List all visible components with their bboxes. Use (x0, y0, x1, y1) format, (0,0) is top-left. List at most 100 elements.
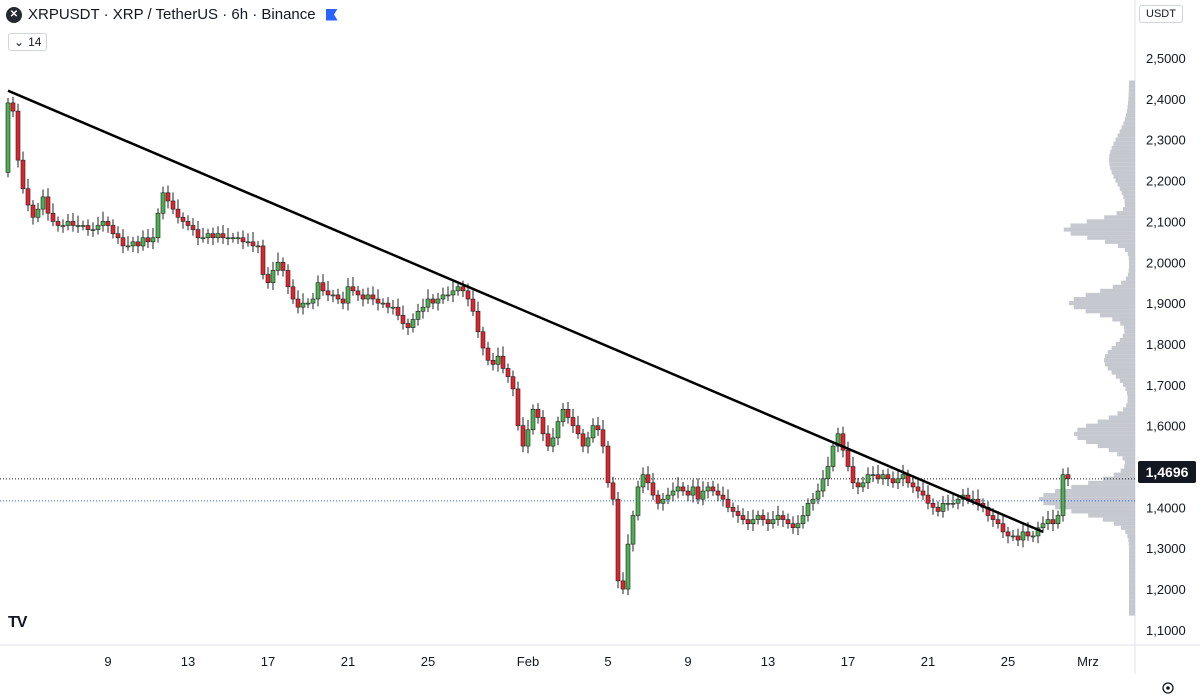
candle (805, 498, 811, 522)
volume-profile-bar (1100, 313, 1135, 318)
candle-body (740, 515, 746, 520)
candle-body (555, 421, 561, 439)
flag-icon[interactable] (325, 8, 338, 21)
candle-body (460, 286, 466, 292)
candle-body (475, 310, 481, 332)
x-tick-label: 25 (1001, 654, 1015, 669)
volume-profile-bar (1128, 100, 1135, 105)
volume-profile-bar (1088, 513, 1135, 518)
candle (340, 291, 346, 310)
candle-body (375, 298, 381, 304)
candle-body (470, 298, 476, 312)
volume-profile-bar (1127, 533, 1135, 539)
candle-body (5, 102, 11, 173)
volume-profile-bar (1039, 497, 1135, 502)
candle (715, 483, 721, 502)
candle (765, 512, 771, 532)
candle-body (10, 102, 16, 112)
candle-body (685, 490, 691, 496)
volume-profile-bar (1107, 366, 1135, 371)
candle-body (675, 486, 681, 492)
candle (45, 188, 51, 221)
volume-profile-bar (1102, 476, 1135, 481)
y-tick-label: 1,7000 (1146, 378, 1186, 393)
candle-body (565, 409, 571, 418)
last-price-label: 1,4696 (1138, 461, 1196, 483)
candle (425, 289, 431, 313)
candle (745, 511, 751, 530)
candle-body (695, 486, 701, 500)
candle (55, 216, 61, 232)
candle-body (750, 519, 756, 524)
volume-profile-bar (1111, 345, 1135, 351)
candle (975, 489, 981, 511)
candle (760, 509, 766, 526)
candle (1005, 526, 1011, 544)
candle-body (400, 315, 406, 324)
candle-body (310, 298, 316, 304)
candle-body (550, 437, 556, 447)
candle (130, 236, 136, 253)
volume-profile-bar (1088, 480, 1135, 485)
candle-body (90, 229, 96, 231)
volume-profile-bar (1097, 444, 1135, 449)
candle-body (380, 302, 386, 305)
time-axis-labels: 9 13 17 21 25 Feb 5 9 13 17 21 25 Mrz (104, 654, 1098, 669)
volume-profile-bar (1129, 574, 1135, 579)
volume-profile-bar (1125, 529, 1135, 534)
candle (700, 481, 706, 506)
gear-hub (1166, 686, 1170, 690)
volume-profile-bar (1110, 149, 1135, 155)
candle (885, 468, 891, 487)
candle (655, 490, 661, 510)
volume-profile-bar (1129, 603, 1135, 608)
settings-gear-icon[interactable] (1161, 681, 1175, 695)
y-tick-label: 1,6000 (1146, 419, 1186, 434)
candle-body (990, 515, 996, 520)
candle (1035, 521, 1041, 544)
volume-profile-bar (1109, 153, 1135, 159)
candle (900, 464, 906, 487)
candle (865, 467, 871, 489)
x-tick-label: 17 (841, 654, 855, 669)
candle (935, 501, 941, 517)
candle (220, 225, 226, 244)
volume-profile-bar (1127, 395, 1135, 400)
candle (155, 208, 161, 243)
price-chart[interactable]: 1,10001,20001,30001,40001,50001,60001,70… (0, 0, 1200, 674)
volume-profile-bar (1128, 268, 1135, 273)
candle (5, 98, 11, 178)
candle (10, 96, 16, 118)
candle (470, 290, 476, 317)
candle-body (325, 290, 331, 296)
candle (280, 257, 286, 277)
candle (265, 267, 271, 289)
candle-body (395, 306, 401, 316)
trendline-drawing[interactable] (7, 89, 1044, 534)
candle-body (800, 515, 806, 524)
candle (185, 215, 191, 231)
y-tick-label: 2,2000 (1146, 174, 1186, 189)
candle (725, 489, 731, 513)
volume-profile-bar (1129, 566, 1135, 571)
candle-body (650, 482, 656, 496)
candle (540, 410, 546, 442)
candle (430, 294, 436, 310)
candle (570, 408, 576, 434)
candle (605, 441, 611, 488)
volume-profile-bar (1070, 223, 1135, 228)
candle-body (335, 294, 341, 300)
candle (345, 278, 351, 311)
candle-body (545, 433, 551, 447)
volume-profile-bar (1128, 88, 1135, 93)
symbol-header[interactable]: ✕ XRPUSDT · XRP / TetherUS · 6h · Binanc… (6, 6, 338, 23)
volume-profile-bar (1128, 550, 1135, 555)
candle (330, 290, 336, 303)
candle-body (1005, 531, 1011, 537)
currency-button[interactable]: USDT (1139, 5, 1183, 23)
candle (920, 482, 926, 500)
volume-profile-bar (1129, 611, 1135, 616)
volume-profile-bar (1086, 219, 1135, 224)
candle-body (200, 237, 206, 240)
indicator-toggle[interactable]: ⌄ 14 (8, 33, 48, 51)
